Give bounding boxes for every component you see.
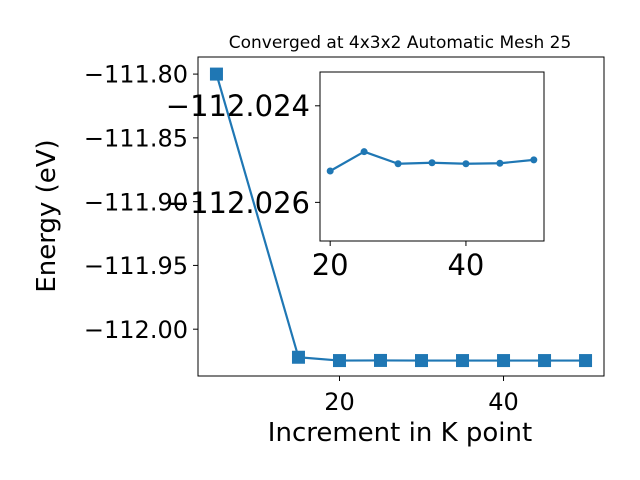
main-data-point bbox=[332, 354, 346, 368]
y-axis-label: Energy (eV) bbox=[32, 139, 62, 292]
inset-data-point bbox=[326, 167, 334, 175]
main-data-point bbox=[456, 354, 470, 368]
main-plot-area bbox=[197, 56, 605, 377]
inset-data-point bbox=[496, 159, 504, 167]
main-data-point bbox=[497, 354, 511, 368]
inset-axis-ticks: 20 40 −112.026 −112.024 bbox=[166, 89, 485, 282]
main-series bbox=[209, 67, 593, 368]
main-axis-ticks: 20 40 −111.80 −111.85 −111.90 −111.95 −112.00 bbox=[84, 61, 519, 416]
main-y-tick-label: −112.00 bbox=[84, 316, 188, 344]
main-data-point bbox=[579, 354, 593, 368]
main-data-point bbox=[291, 350, 305, 364]
main-y-tick-label: −111.85 bbox=[84, 125, 188, 153]
inset-data-point bbox=[428, 159, 436, 167]
chart-title: Converged at 4x3x2 Automatic Mesh 25 bbox=[229, 33, 572, 53]
inset-y-tick-label: −112.024 bbox=[166, 89, 310, 123]
inset-x-tick-label: 20 bbox=[312, 248, 349, 282]
inset-y-tick-label: −112.026 bbox=[166, 186, 310, 220]
x-axis-label: Increment in K point bbox=[268, 418, 532, 448]
inset-data-point bbox=[360, 148, 368, 156]
inset-data-point bbox=[462, 160, 470, 168]
main-data-point bbox=[538, 354, 552, 368]
inset-series bbox=[326, 148, 538, 175]
main-data-point bbox=[373, 353, 387, 367]
inset-data-point bbox=[530, 156, 538, 164]
main-data-point bbox=[415, 354, 429, 368]
main-y-tick-label: −111.90 bbox=[84, 188, 188, 216]
main-data-point bbox=[209, 67, 223, 81]
main-y-tick-label: −111.95 bbox=[84, 252, 188, 280]
inset-data-point bbox=[394, 160, 402, 168]
inset-x-tick-label: 40 bbox=[447, 248, 484, 282]
main-y-tick-label: −111.80 bbox=[84, 61, 188, 89]
main-x-tick-label: 20 bbox=[324, 388, 355, 416]
main-x-tick-label: 40 bbox=[488, 388, 519, 416]
